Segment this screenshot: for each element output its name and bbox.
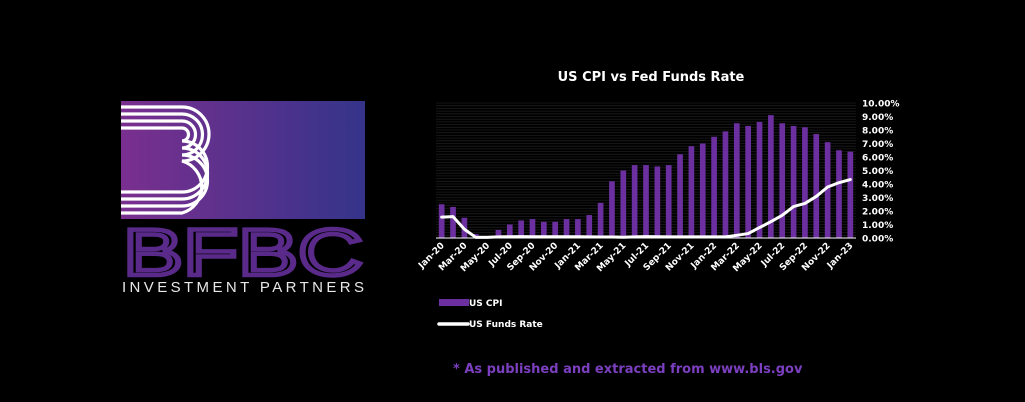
cpi-bar: [495, 229, 502, 238]
cpi-bar: [654, 166, 661, 238]
cpi-bar: [790, 125, 797, 238]
cpi-bar: [586, 215, 593, 238]
cpi-bar: [824, 142, 831, 238]
y-tick-label: 7.00%: [862, 140, 893, 150]
y-tick-label: 3.00%: [862, 194, 893, 204]
cpi-bar: [813, 134, 820, 238]
cpi-bar: [711, 136, 717, 238]
cpi-bar: [847, 151, 854, 238]
cpi-bar: [733, 123, 740, 238]
cpi-bar: [518, 220, 524, 238]
cpi-bar: [836, 150, 842, 238]
y-tick-label: 0.00%: [862, 235, 893, 245]
legend-label-funds-rate: US Funds Rate: [469, 320, 543, 330]
cpi-bar: [609, 181, 615, 238]
cpi-bar: [802, 127, 808, 238]
cpi-bar: [779, 123, 786, 238]
source-footnote: * As published and extracted from www.bl…: [453, 362, 803, 377]
cpi-bar: [665, 165, 672, 238]
cpi-bar: [541, 221, 547, 238]
legend-label-cpi: US CPI: [469, 299, 502, 309]
y-tick-label: 10.00%: [862, 100, 900, 110]
cpi-bar: [643, 165, 649, 238]
cpi-bar: [620, 170, 627, 238]
cpi-bar: [722, 131, 729, 238]
cpi-bar: [552, 221, 559, 238]
y-tick-label: 2.00%: [862, 208, 893, 218]
y-tick-label: 4.00%: [862, 181, 893, 191]
y-tick-label: 8.00%: [862, 127, 893, 137]
y-tick-label: 6.00%: [862, 154, 893, 164]
cpi-bar: [677, 154, 683, 238]
cpi-bar: [438, 204, 445, 238]
cpi-bar: [450, 206, 456, 238]
chart-title: US CPI vs Fed Funds Rate: [558, 70, 745, 85]
cpi-bar: [688, 146, 695, 238]
cpi-bar: [745, 125, 751, 238]
y-tick-label: 1.00%: [862, 221, 893, 231]
y-tick-label: 5.00%: [862, 167, 893, 177]
cpi-bar: [768, 115, 774, 238]
cpi-bar: [699, 143, 706, 238]
y-tick-label: 9.00%: [862, 113, 893, 123]
cpi-bar: [756, 121, 763, 238]
funds-rate-line: [440, 178, 852, 239]
cpi-bar: [563, 219, 570, 238]
cpi-bar: [575, 219, 581, 238]
cpi-bar: [631, 165, 638, 238]
legend-swatch-cpi: [439, 299, 469, 306]
cpi-bar: [506, 224, 513, 238]
cpi-bar: [597, 202, 604, 238]
cpi-bar: [529, 219, 536, 238]
